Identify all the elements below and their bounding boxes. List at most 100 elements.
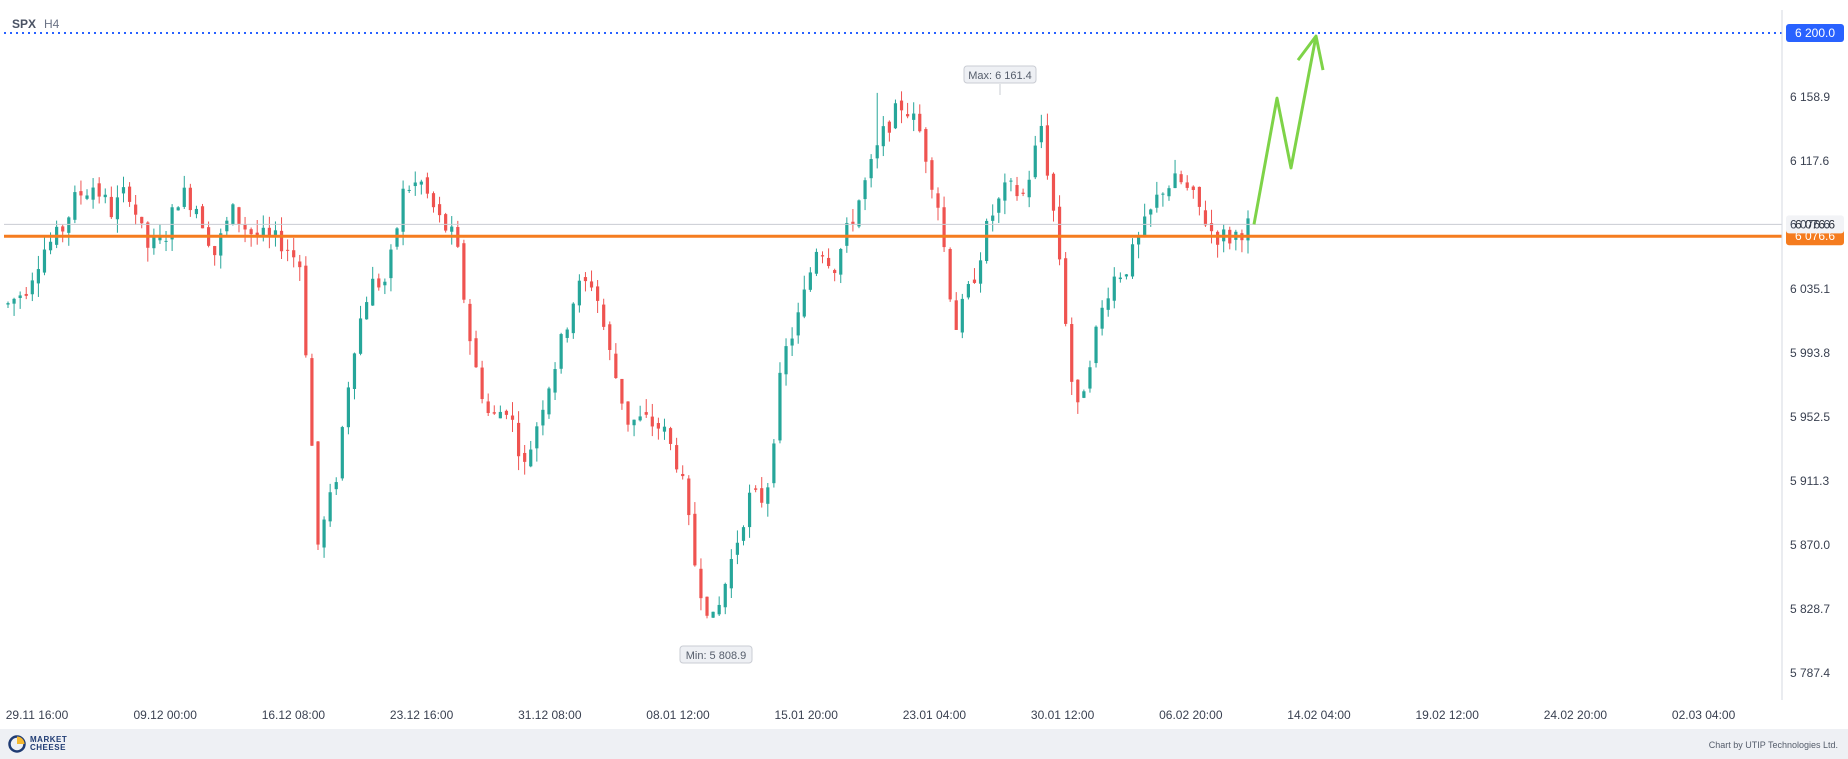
market-cheese-logo[interactable]: MARKET CHEESE (8, 735, 67, 753)
candle-body (24, 293, 28, 296)
candles-layer (6, 91, 1250, 619)
candle-body (906, 114, 910, 117)
forecast-arrow-path (1252, 35, 1318, 225)
candle-body (1064, 258, 1068, 324)
candle-body (602, 304, 606, 327)
candle-body (213, 246, 217, 256)
timeframe-label[interactable]: H4 (44, 17, 60, 31)
x-tick-label: 29.11 16:00 (6, 708, 69, 722)
candle-body (237, 207, 241, 224)
candle-body (529, 449, 533, 467)
logo-icon (8, 735, 26, 753)
y-tick-label: 6 158.9 (1790, 90, 1830, 104)
y-tick-label: 5 952.5 (1790, 410, 1830, 424)
x-tick-label: 23.12 16:00 (390, 708, 454, 722)
candle-body (571, 303, 575, 334)
candle-body (705, 596, 709, 616)
candle-body (273, 230, 278, 236)
candle-body (839, 249, 843, 275)
candle-body (972, 279, 977, 283)
min-marker-bg (679, 645, 753, 664)
max-marker-bg (963, 65, 1037, 84)
candle-body (255, 232, 259, 236)
candle-body (735, 542, 740, 555)
candle-body (553, 369, 557, 393)
candle-body (42, 249, 47, 273)
candle-body (1161, 193, 1165, 195)
candle-body (754, 488, 758, 490)
candle-body (85, 195, 89, 199)
candle-body (1009, 180, 1013, 182)
forecast-arrow-head (1296, 34, 1325, 71)
candle-body (814, 251, 819, 274)
y-tick-label: 5 870.0 (1790, 538, 1830, 552)
candle-body (875, 145, 879, 159)
candle-body (808, 272, 812, 290)
candle-body (371, 278, 375, 306)
candle-body (656, 423, 660, 429)
candle-body (1136, 235, 1141, 245)
candle-body (231, 204, 235, 225)
candle-body (419, 181, 423, 185)
candle-body (1070, 324, 1074, 382)
candle-body (365, 302, 369, 320)
candle-body (936, 193, 940, 208)
candle-body (444, 214, 448, 231)
candle-body (1057, 206, 1062, 260)
candle-body (541, 409, 545, 426)
candle-body (760, 488, 764, 503)
candle-body (899, 100, 904, 111)
candle-body (267, 227, 271, 236)
candle-body (286, 249, 290, 251)
candle-body (1118, 277, 1122, 280)
candle-body (893, 103, 898, 129)
candle-body (261, 227, 265, 236)
candle-body (985, 220, 989, 262)
candle-body (869, 159, 873, 179)
candle-body (1100, 307, 1104, 329)
candle-body (687, 478, 691, 516)
candle-body (109, 196, 113, 218)
candle-body (340, 427, 344, 479)
y-tick-label: 6 035.1 (1790, 282, 1830, 296)
candle-body (328, 492, 332, 522)
candle-body (358, 318, 363, 354)
candle-body (176, 207, 180, 211)
candle-body (1216, 231, 1220, 245)
candle-body (620, 378, 624, 404)
x-tick-label: 06.02 20:00 (1159, 708, 1223, 722)
x-tick-label: 14.02 04:00 (1287, 708, 1351, 722)
candle-body (1179, 174, 1183, 183)
candle-body (127, 186, 132, 202)
candle-body (583, 277, 588, 282)
candle-body (103, 194, 107, 198)
candle-body (887, 121, 891, 133)
y-tick-label: 5 828.7 (1790, 602, 1830, 616)
candle-body (1191, 186, 1195, 190)
candle-body (6, 303, 10, 305)
candle-body (1203, 210, 1208, 226)
candle-body (61, 226, 65, 232)
candle-body (1173, 173, 1177, 189)
candle-body (644, 412, 648, 415)
candle-body (407, 189, 411, 191)
candle-body (535, 426, 539, 449)
candle-body (450, 226, 454, 232)
chart-canvas[interactable]: 6 076.66 076.6 6 200.0 6 158.9 6 117.66 07… (0, 0, 1848, 729)
candle-body (48, 241, 53, 251)
candle-body (292, 250, 296, 258)
candle-body (12, 298, 16, 304)
candle-body (614, 353, 618, 378)
candle-body (498, 411, 502, 419)
candle-body (589, 281, 594, 288)
candle-body (468, 303, 472, 342)
y-tick-label: 5 787.4 (1790, 666, 1830, 680)
candle-body (486, 401, 490, 414)
footer-bar: MARKET CHEESE Chart by UTIP Technologies… (0, 729, 1848, 759)
candle-body (352, 353, 357, 389)
candle-body (711, 611, 715, 618)
levels-layer: 6 076.66 076.6 6 200.0 (4, 24, 1844, 246)
candle-body (1124, 274, 1129, 277)
x-tick-label: 23.01 04:00 (903, 708, 967, 722)
